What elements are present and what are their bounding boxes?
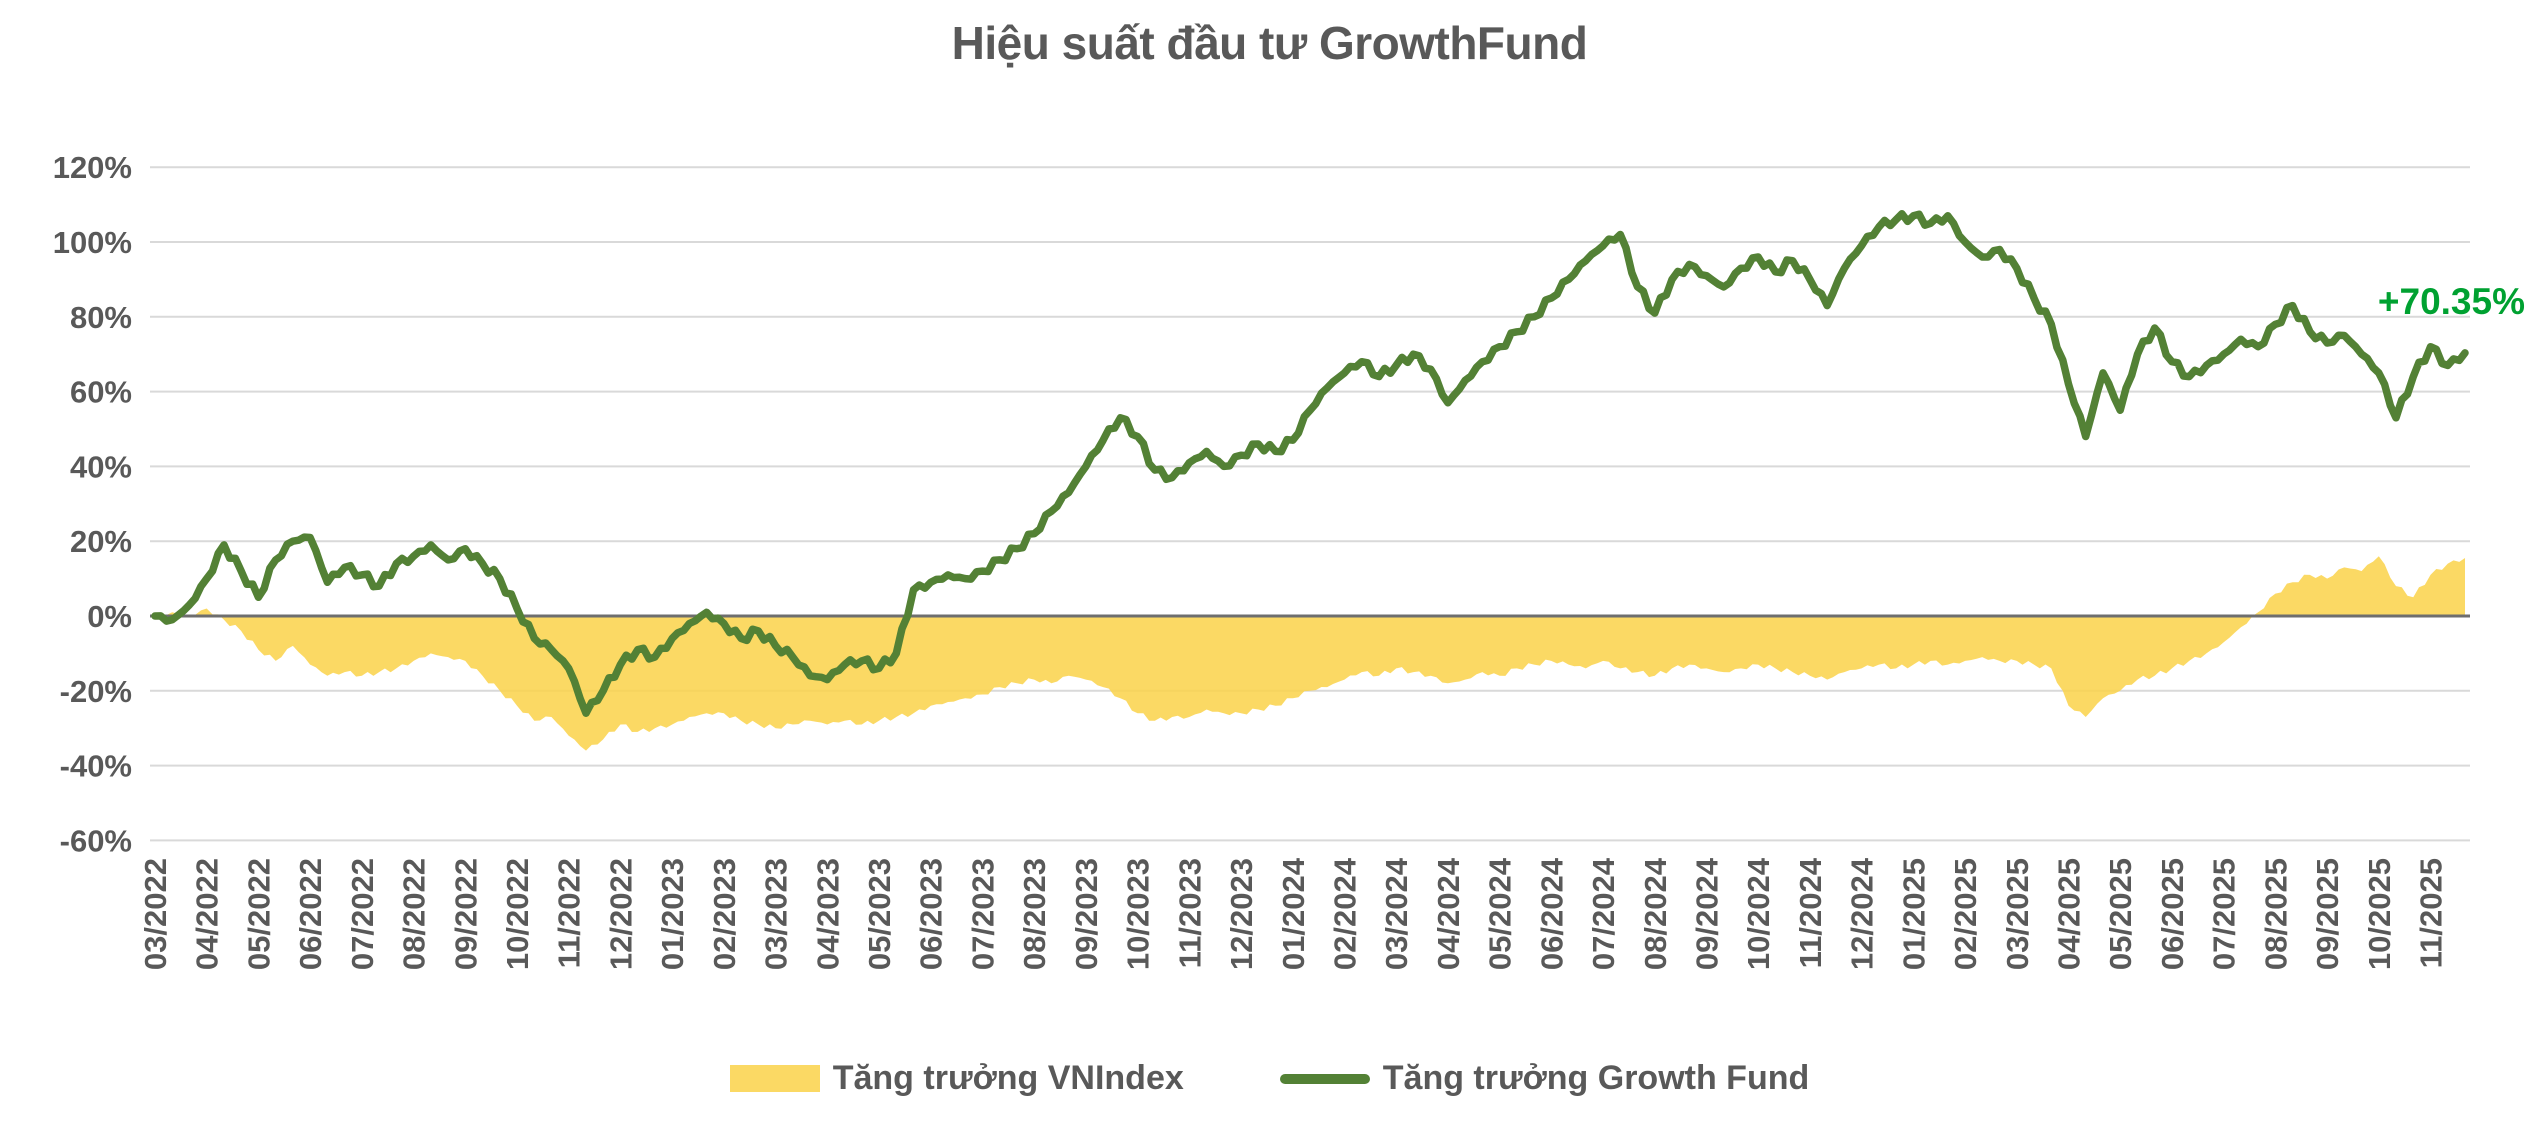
x-tick-label: 08/2022 [397, 858, 432, 970]
x-tick-label: 09/2024 [1689, 857, 1724, 970]
x-tick-label: 07/2023 [965, 858, 1000, 970]
legend-entry-growthfund: Tăng trưởng Growth Fund [1279, 1059, 1810, 1098]
growthfund-line-series [151, 210, 2469, 717]
x-tick-label: 02/2024 [1327, 857, 1362, 970]
x-tick-label: 06/2025 [2155, 858, 2190, 970]
x-tick-label: 04/2025 [2052, 858, 2087, 970]
y-tick-label: 100% [53, 225, 132, 260]
y-tick-label: 20% [70, 524, 132, 559]
x-tick-label: 07/2024 [1586, 857, 1621, 970]
chart-title: Hiệu suất đầu tư GrowthFund [951, 17, 1588, 69]
legend-label-vnindex: Tăng trưởng VNIndex [832, 1059, 1184, 1097]
x-tick-label: 06/2022 [293, 858, 328, 970]
x-tick-label: 05/2023 [862, 858, 897, 970]
y-tick-label: 0% [87, 599, 132, 634]
y-tick-label: -60% [60, 823, 132, 858]
x-tick-label: 02/2025 [1948, 858, 1983, 970]
y-tick-label: -20% [60, 674, 132, 709]
x-tick-label: 07/2022 [345, 858, 380, 970]
x-tick-label: 03/2022 [138, 858, 173, 970]
x-tick-label: 08/2023 [1017, 858, 1052, 970]
x-tick-label: 08/2024 [1638, 857, 1673, 970]
chart-legend: Tăng trưởng VNIndex Tăng trưởng Growth F… [0, 1059, 2539, 1098]
x-tick-label: 10/2024 [1741, 857, 1776, 970]
x-tick-label: 11/2024 [1793, 857, 1828, 968]
growthfund-line-swatch-icon [1279, 1073, 1370, 1084]
x-tick-label: 09/2022 [448, 858, 483, 970]
x-tick-label: 10/2022 [500, 858, 535, 970]
y-tick-label: 80% [70, 300, 132, 335]
x-tick-label: 11/2022 [552, 858, 587, 968]
x-tick-label: 11/2023 [1172, 858, 1207, 968]
x-tick-label: 05/2025 [2103, 858, 2138, 970]
x-tick-label: 09/2025 [2310, 858, 2345, 970]
x-tick-label: 06/2024 [1534, 857, 1569, 970]
x-tick-label: 01/2023 [655, 858, 690, 970]
x-tick-label: 01/2025 [1896, 858, 1931, 970]
x-tick-label: 07/2025 [2207, 858, 2242, 970]
x-tick-label: 02/2023 [707, 858, 742, 970]
x-tick-label: 08/2025 [2258, 858, 2293, 970]
legend-label-growthfund: Tăng trưởng Growth Fund [1382, 1059, 1810, 1097]
y-tick-label: 60% [70, 375, 132, 410]
x-tick-label: 06/2023 [914, 858, 949, 970]
x-tick-label: 05/2024 [1483, 857, 1518, 970]
x-tick-label: 03/2024 [1379, 857, 1414, 970]
x-tick-label: 03/2025 [2000, 858, 2035, 970]
vnindex-area-series [155, 556, 2465, 751]
x-tick-label: 04/2023 [810, 858, 845, 970]
x-tick-label: 12/2022 [603, 858, 638, 970]
x-tick-label: 09/2023 [1069, 858, 1104, 970]
x-tick-label: 04/2024 [1431, 857, 1466, 970]
x-tick-label: 05/2022 [241, 858, 276, 970]
y-tick-label: 40% [70, 449, 132, 484]
vnindex-area-swatch-icon [729, 1065, 820, 1092]
x-tick-label: 01/2024 [1276, 857, 1311, 970]
x-tick-label: 10/2023 [1121, 858, 1156, 970]
x-tick-label: 12/2024 [1845, 857, 1880, 970]
y-tick-label: 120% [53, 150, 132, 185]
x-tick-label: 12/2023 [1224, 858, 1259, 970]
end-value-annotation: +70.35% [2377, 281, 2525, 322]
legend-entry-vnindex: Tăng trưởng VNIndex [729, 1059, 1184, 1098]
x-tick-label: 10/2025 [2362, 858, 2397, 970]
y-tick-label: -40% [60, 749, 132, 784]
x-tick-label: 11/2025 [2414, 858, 2449, 968]
x-tick-label: 03/2023 [759, 858, 794, 970]
x-tick-label: 04/2022 [190, 858, 225, 970]
